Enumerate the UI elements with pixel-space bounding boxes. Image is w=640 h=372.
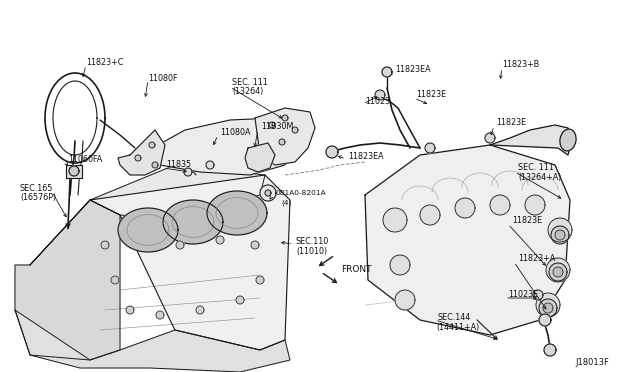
Polygon shape bbox=[69, 166, 79, 176]
Polygon shape bbox=[101, 241, 109, 249]
Text: 11823+B: 11823+B bbox=[502, 60, 540, 69]
Polygon shape bbox=[425, 143, 435, 153]
Text: 11823+C: 11823+C bbox=[86, 58, 124, 67]
Ellipse shape bbox=[560, 129, 576, 151]
Polygon shape bbox=[485, 133, 495, 143]
Polygon shape bbox=[118, 208, 178, 252]
Polygon shape bbox=[269, 122, 275, 128]
Polygon shape bbox=[282, 115, 288, 121]
Text: (4): (4) bbox=[281, 200, 291, 206]
Polygon shape bbox=[184, 168, 192, 176]
Polygon shape bbox=[135, 118, 300, 175]
Polygon shape bbox=[149, 142, 155, 148]
Polygon shape bbox=[30, 165, 265, 265]
Polygon shape bbox=[176, 241, 184, 249]
Polygon shape bbox=[66, 165, 82, 178]
Polygon shape bbox=[292, 127, 298, 133]
Polygon shape bbox=[490, 195, 510, 215]
Polygon shape bbox=[375, 90, 385, 100]
Text: 11080A: 11080A bbox=[220, 128, 250, 137]
Polygon shape bbox=[15, 310, 290, 372]
Polygon shape bbox=[544, 344, 556, 356]
Polygon shape bbox=[163, 200, 223, 244]
Text: SEC.110: SEC.110 bbox=[296, 237, 329, 246]
Polygon shape bbox=[265, 190, 271, 196]
Polygon shape bbox=[551, 226, 569, 244]
Polygon shape bbox=[533, 290, 543, 300]
Text: 11060FA: 11060FA bbox=[68, 155, 102, 164]
Polygon shape bbox=[135, 155, 141, 161]
Text: 11B30M: 11B30M bbox=[261, 122, 293, 131]
Polygon shape bbox=[455, 198, 475, 218]
Polygon shape bbox=[525, 195, 545, 215]
Text: 11823E: 11823E bbox=[496, 118, 526, 127]
Polygon shape bbox=[553, 267, 563, 277]
Polygon shape bbox=[256, 276, 264, 284]
Text: J18013F: J18013F bbox=[575, 358, 609, 367]
Polygon shape bbox=[539, 314, 551, 326]
Text: 11080F: 11080F bbox=[148, 74, 177, 83]
Polygon shape bbox=[118, 130, 165, 175]
Text: 11823E: 11823E bbox=[416, 90, 446, 99]
Polygon shape bbox=[490, 125, 572, 155]
Text: SEC. 111: SEC. 111 bbox=[232, 78, 268, 87]
Text: (13264): (13264) bbox=[232, 87, 263, 96]
Polygon shape bbox=[382, 67, 392, 77]
Text: 11023: 11023 bbox=[365, 97, 390, 106]
Polygon shape bbox=[216, 236, 224, 244]
Polygon shape bbox=[279, 139, 285, 145]
Polygon shape bbox=[536, 293, 560, 317]
Polygon shape bbox=[207, 191, 267, 235]
Polygon shape bbox=[196, 306, 204, 314]
Polygon shape bbox=[126, 306, 134, 314]
Polygon shape bbox=[206, 161, 214, 169]
Polygon shape bbox=[390, 255, 410, 275]
Polygon shape bbox=[90, 175, 290, 350]
Text: 11823EA: 11823EA bbox=[348, 152, 383, 161]
Polygon shape bbox=[260, 185, 276, 201]
Polygon shape bbox=[548, 218, 572, 242]
Text: 11823E: 11823E bbox=[512, 216, 542, 225]
Polygon shape bbox=[549, 263, 567, 281]
Text: SEC.165: SEC.165 bbox=[20, 184, 53, 193]
Text: (13264+A): (13264+A) bbox=[518, 173, 561, 182]
Polygon shape bbox=[245, 143, 275, 172]
Text: 11023E: 11023E bbox=[508, 290, 538, 299]
Polygon shape bbox=[236, 296, 244, 304]
Text: SEC. 111: SEC. 111 bbox=[518, 163, 554, 172]
Text: (11010): (11010) bbox=[296, 247, 327, 256]
Text: (16576P): (16576P) bbox=[20, 193, 56, 202]
Polygon shape bbox=[420, 205, 440, 225]
Text: (14411+A): (14411+A) bbox=[436, 323, 479, 332]
Polygon shape bbox=[365, 145, 570, 335]
Polygon shape bbox=[539, 299, 557, 317]
Polygon shape bbox=[111, 276, 119, 284]
Polygon shape bbox=[395, 290, 415, 310]
Polygon shape bbox=[15, 200, 120, 360]
Polygon shape bbox=[255, 108, 315, 165]
Text: 11823+A: 11823+A bbox=[518, 254, 556, 263]
Text: 11823EA: 11823EA bbox=[395, 65, 431, 74]
Polygon shape bbox=[251, 241, 259, 249]
Polygon shape bbox=[383, 208, 407, 232]
Text: 11835: 11835 bbox=[166, 160, 191, 169]
Polygon shape bbox=[156, 311, 164, 319]
Polygon shape bbox=[326, 146, 338, 158]
Text: 081A0-8201A: 081A0-8201A bbox=[275, 190, 326, 196]
Polygon shape bbox=[555, 230, 565, 240]
Polygon shape bbox=[546, 258, 570, 282]
Polygon shape bbox=[152, 162, 158, 168]
Text: FRONT: FRONT bbox=[341, 266, 371, 275]
Polygon shape bbox=[543, 303, 553, 313]
Text: SEC.144: SEC.144 bbox=[438, 313, 471, 322]
